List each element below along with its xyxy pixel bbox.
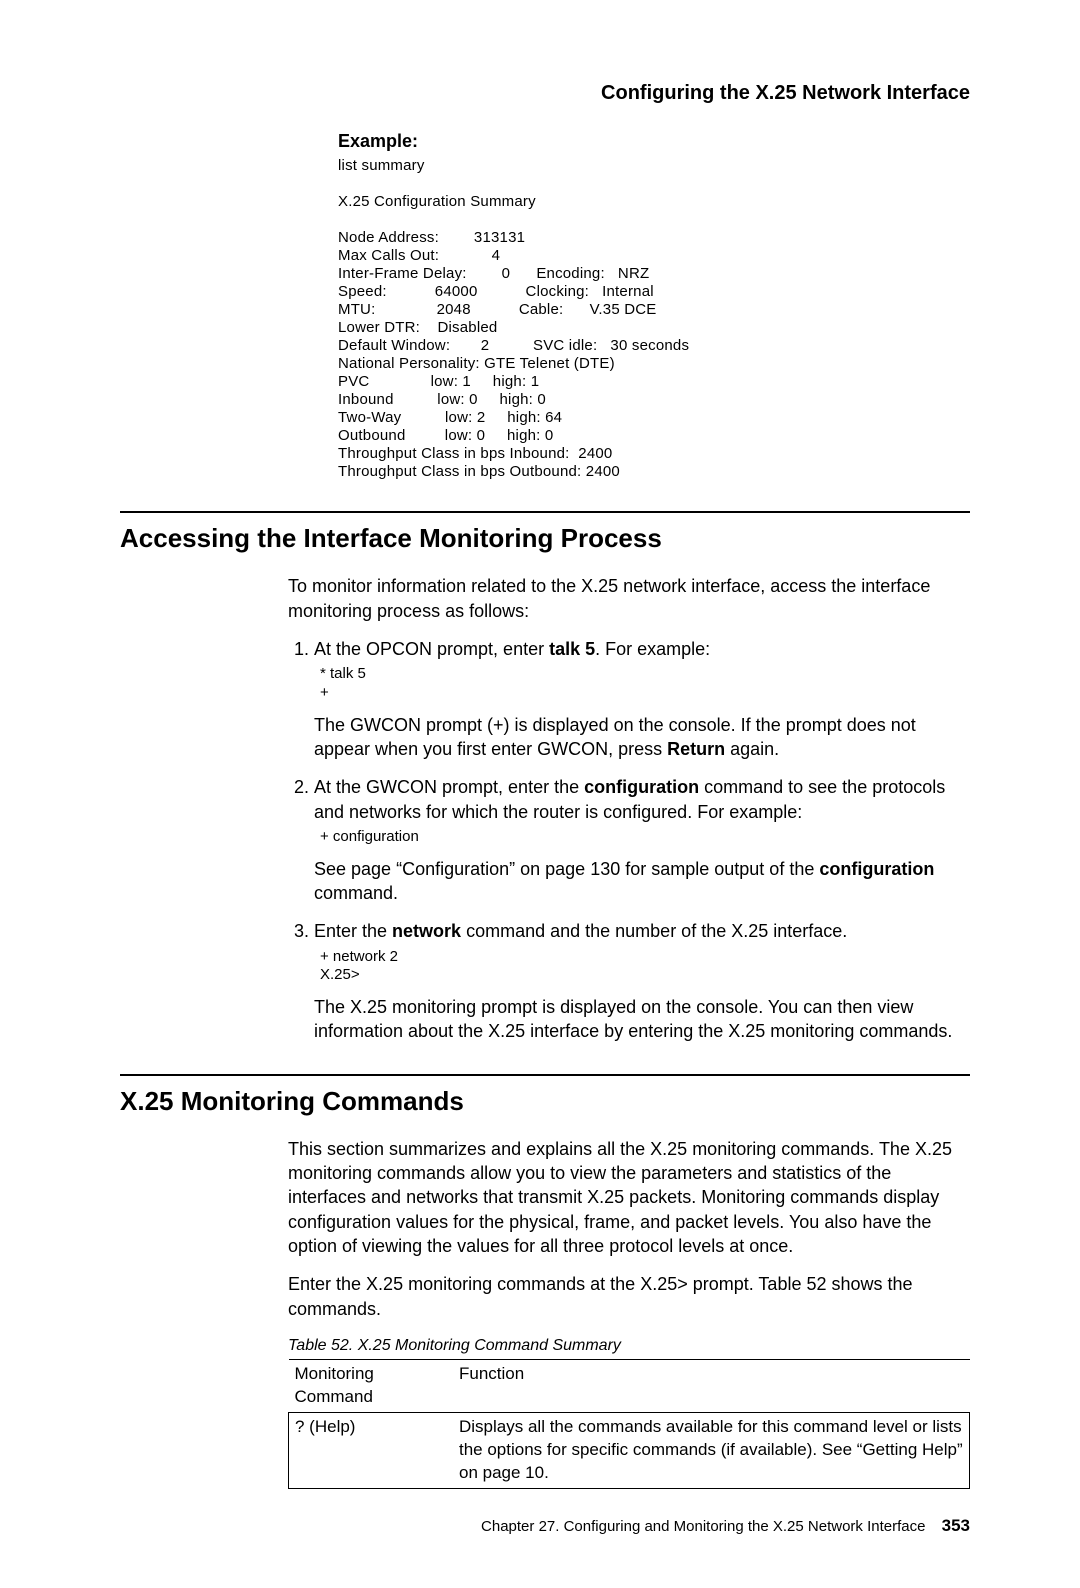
col-header-function: Function	[453, 1360, 970, 1413]
example-code: list summary X.25 Configuration Summary …	[338, 157, 970, 481]
footer-chapter: Chapter 27. Configuring and Monitoring t…	[481, 1518, 925, 1535]
step-2: At the GWCON prompt, enter the configura…	[314, 775, 970, 905]
command-summary-table: Monitoring Command Function ? (Help) Dis…	[288, 1359, 970, 1489]
text: again.	[725, 739, 779, 759]
steps-list: At the OPCON prompt, enter talk 5. For e…	[288, 637, 970, 1044]
page-footer: Chapter 27. Configuring and Monitoring t…	[120, 1515, 970, 1538]
step-text: At the GWCON prompt, enter the configura…	[314, 777, 945, 821]
text: See page “Configuration” on page 130 for…	[314, 859, 819, 879]
bold-term: configuration	[584, 777, 699, 797]
footer-page-number: 353	[942, 1516, 970, 1535]
col-header-command: Monitoring Command	[289, 1360, 454, 1413]
section2-para2: Enter the X.25 monitoring commands at th…	[288, 1272, 970, 1321]
step-body: See page “Configuration” on page 130 for…	[314, 857, 970, 906]
section-heading-monitoring-commands: X.25 Monitoring Commands	[120, 1084, 970, 1119]
section-divider	[120, 1074, 970, 1076]
step-text: Enter the network command and the number…	[314, 921, 847, 941]
step-text: At the OPCON prompt, enter talk 5. For e…	[314, 639, 710, 659]
text: command and the number of the X.25 inter…	[461, 921, 847, 941]
table-caption: Table 52. X.25 Monitoring Command Summar…	[288, 1335, 970, 1357]
step-code: * talk 5 +	[320, 665, 970, 703]
section1-intro: To monitor information related to the X.…	[288, 574, 970, 623]
text: Enter the X.25 monitoring commands at th…	[288, 1274, 640, 1294]
example-label: Example:	[338, 129, 970, 153]
document-page: Configuring the X.25 Network Interface E…	[0, 0, 1080, 1588]
section-heading-accessing: Accessing the Interface Monitoring Proce…	[120, 521, 970, 556]
step-body: The X.25 monitoring prompt is displayed …	[314, 995, 970, 1044]
section2-para1: This section summarizes and explains all…	[288, 1137, 970, 1258]
text: At the OPCON prompt, enter	[314, 639, 549, 659]
table-header-row: Monitoring Command Function	[289, 1360, 970, 1413]
text: The X.25 monitoring prompt is displayed …	[314, 997, 952, 1041]
table-cell-function: Displays all the commands available for …	[453, 1413, 970, 1489]
step-1: At the OPCON prompt, enter talk 5. For e…	[314, 637, 970, 761]
step-code: + network 2 X.25>	[320, 948, 970, 986]
bold-term: configuration	[819, 859, 934, 879]
bold-term: talk 5	[549, 639, 595, 659]
step-body: The GWCON prompt (+) is displayed on the…	[314, 713, 970, 762]
prompt-literal: X.25>	[640, 1274, 688, 1294]
text: At the GWCON prompt, enter the	[314, 777, 584, 797]
text: command.	[314, 883, 398, 903]
bold-term: network	[392, 921, 461, 941]
table-cell-command: ? (Help)	[289, 1413, 454, 1489]
step-code: + configuration	[320, 828, 970, 847]
text: Enter the	[314, 921, 392, 941]
section-divider	[120, 511, 970, 513]
bold-term: Return	[667, 739, 725, 759]
running-header: Configuring the X.25 Network Interface	[120, 80, 970, 107]
step-3: Enter the network command and the number…	[314, 919, 970, 1043]
text: The GWCON prompt (+) is displayed on the…	[314, 715, 916, 759]
table-row: ? (Help) Displays all the commands avail…	[289, 1413, 970, 1489]
text: . For example:	[595, 639, 710, 659]
